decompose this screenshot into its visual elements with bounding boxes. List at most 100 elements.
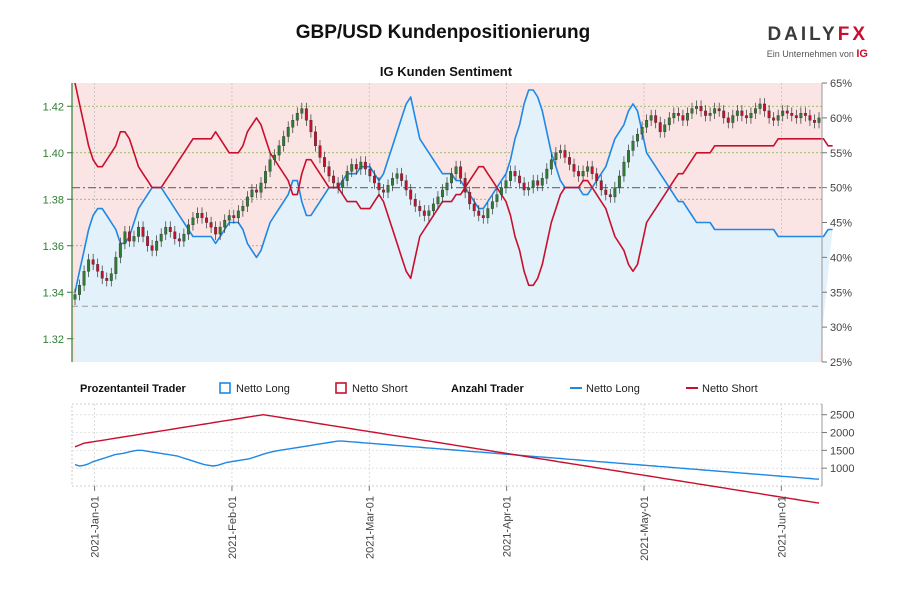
x-tick-label: 2021-Jan-01: [90, 496, 102, 558]
candle-body: [105, 278, 109, 281]
candle-body: [318, 145, 322, 158]
candle-body: [499, 187, 503, 195]
percent-tick-label: 40%: [830, 252, 852, 264]
candle-body: [150, 245, 154, 251]
candle-body: [767, 110, 771, 119]
logo-ig: IG: [856, 48, 868, 60]
candle-body: [708, 113, 712, 116]
candle-body: [123, 231, 127, 244]
count-tick-label: 2000: [830, 428, 854, 440]
x-tick-label: 2021-Apr-01: [502, 496, 514, 557]
candle-body: [572, 164, 576, 172]
legend-short-swatch: [335, 382, 347, 394]
top-axes: 1.42 1.40 1.38 1.36 1.34 1.32 65% 60% 55% 50% 45% 4…: [43, 78, 853, 369]
x-tick-label: 2021-May-01: [639, 496, 651, 561]
candle-body: [581, 171, 585, 177]
count-lines: [74, 414, 820, 504]
candle-body: [690, 108, 694, 114]
count-tick-label: 1000: [830, 463, 854, 475]
candle-body: [245, 196, 249, 207]
candle-body: [817, 117, 821, 123]
candle-body: [214, 226, 218, 235]
candle-body: [177, 238, 181, 242]
candle-body: [554, 152, 558, 160]
candle-body: [595, 173, 599, 181]
candle-body: [223, 219, 227, 228]
candle-body: [205, 217, 209, 223]
candle-body: [350, 164, 354, 172]
candle-body: [640, 126, 644, 135]
price-tick-label: 1.42: [43, 101, 64, 113]
candle-body: [255, 189, 258, 193]
candle-body: [790, 113, 794, 116]
candle-body: [173, 231, 177, 239]
candle-body: [454, 166, 458, 174]
candle-body: [146, 236, 150, 246]
price-tick-label: 1.40: [43, 148, 64, 160]
candle-body: [490, 201, 494, 209]
candle-body: [785, 110, 789, 114]
count-short-line: [74, 414, 820, 504]
candle-body: [109, 273, 113, 281]
candle-body: [649, 115, 653, 121]
candle-body: [323, 157, 326, 167]
candle-body: [504, 180, 508, 188]
candle-body: [268, 159, 272, 172]
percent-tick-label: 55%: [830, 148, 852, 160]
candle-body: [672, 113, 676, 119]
price-tick-label: 1.38: [43, 194, 64, 206]
candle-body: [667, 117, 671, 126]
candle-body: [509, 171, 512, 181]
candle-body: [518, 175, 522, 184]
long-zone-fill: [75, 90, 833, 362]
candle-body: [291, 119, 295, 128]
candle-body: [96, 264, 100, 272]
pct-long-line: [74, 89, 833, 293]
percent-tick-label: 30%: [830, 322, 852, 334]
bottom-axes: 2500 2000 1500 1000: [821, 404, 854, 486]
dailyfx-logo: DAILYFX Ein Unternehmen von IG: [758, 24, 868, 64]
candle-body: [622, 161, 626, 177]
candle-body: [799, 113, 803, 119]
price-tick-label: 1.36: [43, 241, 64, 253]
candle-body: [132, 236, 136, 242]
logo-sub-text: Ein Unternehmen von: [766, 49, 854, 59]
candle-body: [477, 210, 481, 216]
candle-body: [744, 115, 748, 119]
candle-body: [300, 108, 304, 114]
candle-body: [568, 157, 571, 165]
candle-body: [409, 189, 413, 200]
candle-body: [722, 110, 726, 119]
candle-body: [295, 113, 299, 121]
candle-body: [395, 173, 399, 179]
candle-body: [577, 171, 581, 177]
candle-body: [527, 187, 531, 191]
candle-body: [341, 180, 345, 188]
candle-body: [563, 150, 567, 158]
candle-body: [636, 133, 639, 142]
candle-body: [427, 210, 431, 216]
candle-body: [441, 189, 444, 198]
candle-body: [717, 108, 721, 112]
percent-tick-label: 35%: [830, 287, 852, 299]
candle-body: [73, 294, 77, 300]
candle-body: [377, 182, 381, 191]
candle-body: [663, 124, 667, 133]
candle-body: [486, 208, 490, 219]
candle-body: [114, 257, 118, 274]
candle-body: [445, 182, 449, 191]
candle-body: [613, 187, 617, 198]
candle-body: [749, 113, 753, 119]
candle-body: [676, 113, 680, 116]
candle-body: [182, 233, 186, 242]
candle-body: [286, 126, 290, 137]
legend-count-title: Anzahl Trader: [451, 383, 524, 395]
x-tick-label: 2021-Jun-01: [776, 496, 788, 558]
candle-body: [400, 173, 404, 181]
candle-body: [164, 226, 168, 235]
candle-body: [386, 185, 390, 193]
candle-body: [100, 271, 104, 279]
candle-body: [391, 178, 395, 186]
legend: Prozentanteil Trader Netto Long Netto Shor…: [80, 382, 758, 395]
candle-body: [540, 178, 544, 186]
